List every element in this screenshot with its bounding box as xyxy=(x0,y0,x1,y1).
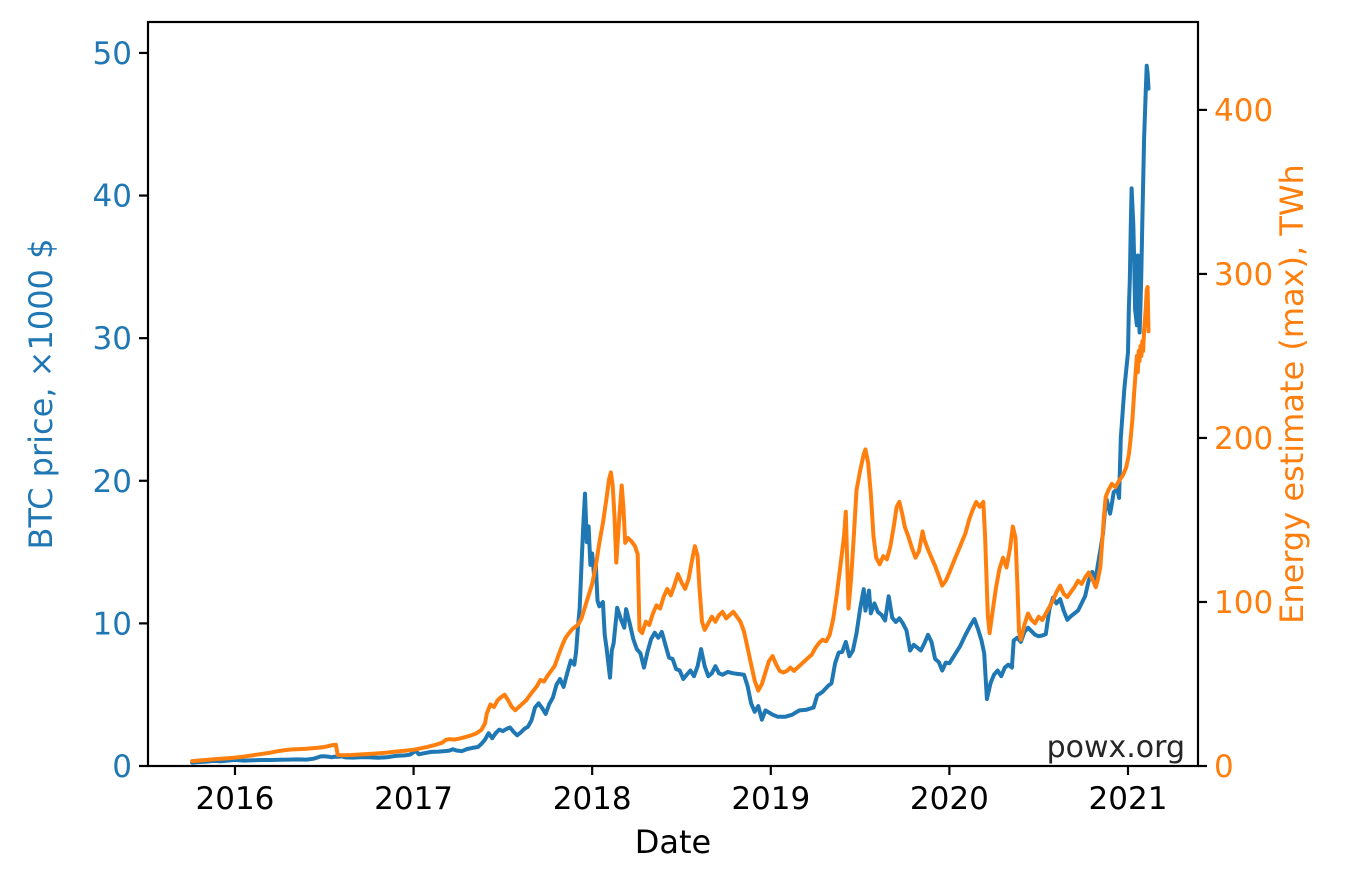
y-left-tick-label: 30 xyxy=(93,321,132,357)
right-axis-title: Energy estimate (max), TWh xyxy=(1273,164,1311,624)
axis-ticks xyxy=(139,51,1207,775)
y-left-tick-label: 50 xyxy=(93,36,132,72)
energy-estimate-line xyxy=(190,285,1151,764)
plot-frame xyxy=(146,20,1200,768)
y-left-tick-label: 40 xyxy=(93,179,132,215)
btc-price-line xyxy=(190,63,1151,765)
x-tick-label: 2021 xyxy=(1089,781,1168,817)
x-axis-title: Date xyxy=(635,823,711,861)
watermark-text: powx.org xyxy=(1047,730,1185,765)
y-right-tick-label: 0 xyxy=(1214,749,1234,785)
y-right-tick-label: 200 xyxy=(1214,421,1273,457)
x-tick-label: 2018 xyxy=(553,781,632,817)
x-tick-label: 2016 xyxy=(196,781,275,817)
data-series xyxy=(190,63,1151,765)
tick-labels: 2016 2017 2018 2019 2020 2021 0 10 20 30 40 50 0 100 2… xyxy=(93,36,1274,817)
y-right-tick-label: 400 xyxy=(1214,93,1273,129)
x-tick-label: 2019 xyxy=(731,781,810,817)
y-right-tick-label: 300 xyxy=(1214,257,1273,293)
y-left-tick-label: 0 xyxy=(112,749,132,785)
x-tick-label: 2017 xyxy=(374,781,453,817)
y-right-tick-label: 100 xyxy=(1214,585,1273,621)
x-tick-label: 2020 xyxy=(910,781,989,817)
left-axis-title: BTC price, ×1000 $ xyxy=(22,239,60,550)
y-left-tick-label: 20 xyxy=(93,464,132,500)
y-left-tick-label: 10 xyxy=(93,606,132,642)
